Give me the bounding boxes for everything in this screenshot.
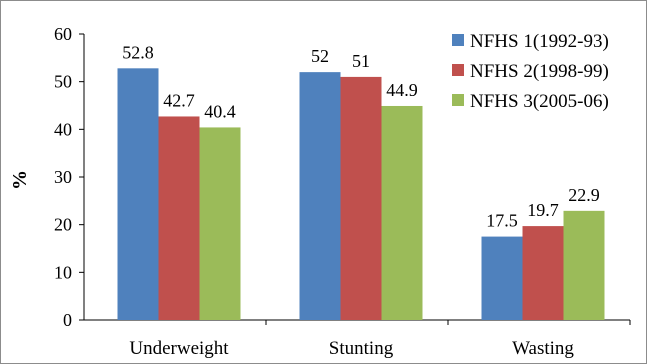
bar [522,226,564,320]
data-label: 42.7 [163,90,195,110]
data-label: 52.8 [122,42,154,62]
legend-swatch [452,34,464,46]
x-category-label: Underweight [129,338,229,359]
bar [381,105,423,320]
y-tick-label: 30 [54,167,72,187]
bar [158,116,200,320]
data-label: 19.7 [527,200,559,220]
data-label: 22.9 [568,185,600,205]
legend-label: NFHS 3(2005-06) [470,91,609,112]
bar [563,210,605,320]
y-tick-label: 60 [54,24,72,44]
y-tick-label: 20 [54,215,72,235]
x-category-label: Wasting [512,338,574,359]
data-label: 52 [311,46,329,66]
bar [199,127,241,320]
y-axis-label: % [9,170,31,190]
y-tick-label: 0 [63,310,72,330]
data-label: 40.4 [204,101,236,121]
y-tick-label: 50 [54,72,72,92]
legend-swatch [452,64,464,76]
legend-label: NFHS 1(1992-93) [470,31,609,52]
bar [340,76,382,321]
legend-label: NFHS 2(1998-99) [470,61,609,82]
bar [117,68,159,320]
data-label: 44.9 [386,80,418,100]
data-label: 17.5 [486,211,518,231]
bar [481,236,523,320]
bar [299,72,341,320]
y-tick-label: 10 [54,262,72,282]
x-category-label: Stunting [329,338,394,359]
y-tick-label: 40 [54,119,72,139]
legend-swatch [452,94,464,106]
data-label: 51 [352,51,370,71]
